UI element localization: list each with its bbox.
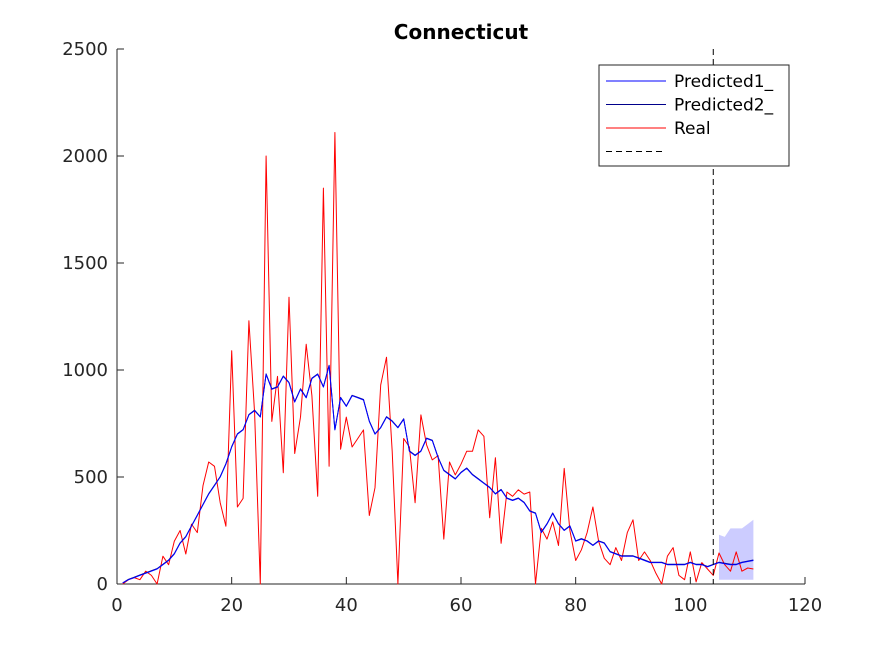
x-tick-label: 0 <box>111 595 122 616</box>
series-layer <box>122 132 754 585</box>
series-line-predicted2 <box>122 364 754 584</box>
x-tick-label: 60 <box>450 595 473 616</box>
legend-label: Real <box>674 119 711 139</box>
x-tick-label: 40 <box>335 595 358 616</box>
x-tick-label: 80 <box>564 595 587 616</box>
y-tick-label: 500 <box>74 467 108 488</box>
y-tick-label: 0 <box>97 574 108 595</box>
y-tick-label: 1000 <box>62 360 108 381</box>
x-tick-label: 20 <box>220 595 243 616</box>
x-tick-label: 100 <box>673 595 707 616</box>
legend-label: Predicted1_ <box>674 72 774 92</box>
series-line-predicted1 <box>122 365 754 584</box>
series-line-real <box>122 132 754 585</box>
y-tick-label: 1500 <box>62 253 108 274</box>
chart-title: Connecticut <box>394 20 529 44</box>
tick-labels: 0 20 40 60 80 100 120 0 500 1000 1500 2000 2500 <box>62 39 822 616</box>
legend: Predicted1_ Predicted2_ Real <box>598 64 790 167</box>
prediction-band-layer <box>719 519 754 580</box>
prediction-band <box>719 519 754 580</box>
y-tick-label: 2000 <box>62 146 108 167</box>
y-tick-label: 2500 <box>62 39 108 60</box>
axes <box>116 48 806 585</box>
legend-box <box>598 64 790 167</box>
x-tick-label: 120 <box>788 595 822 616</box>
legend-label: Predicted2_ <box>674 96 774 116</box>
